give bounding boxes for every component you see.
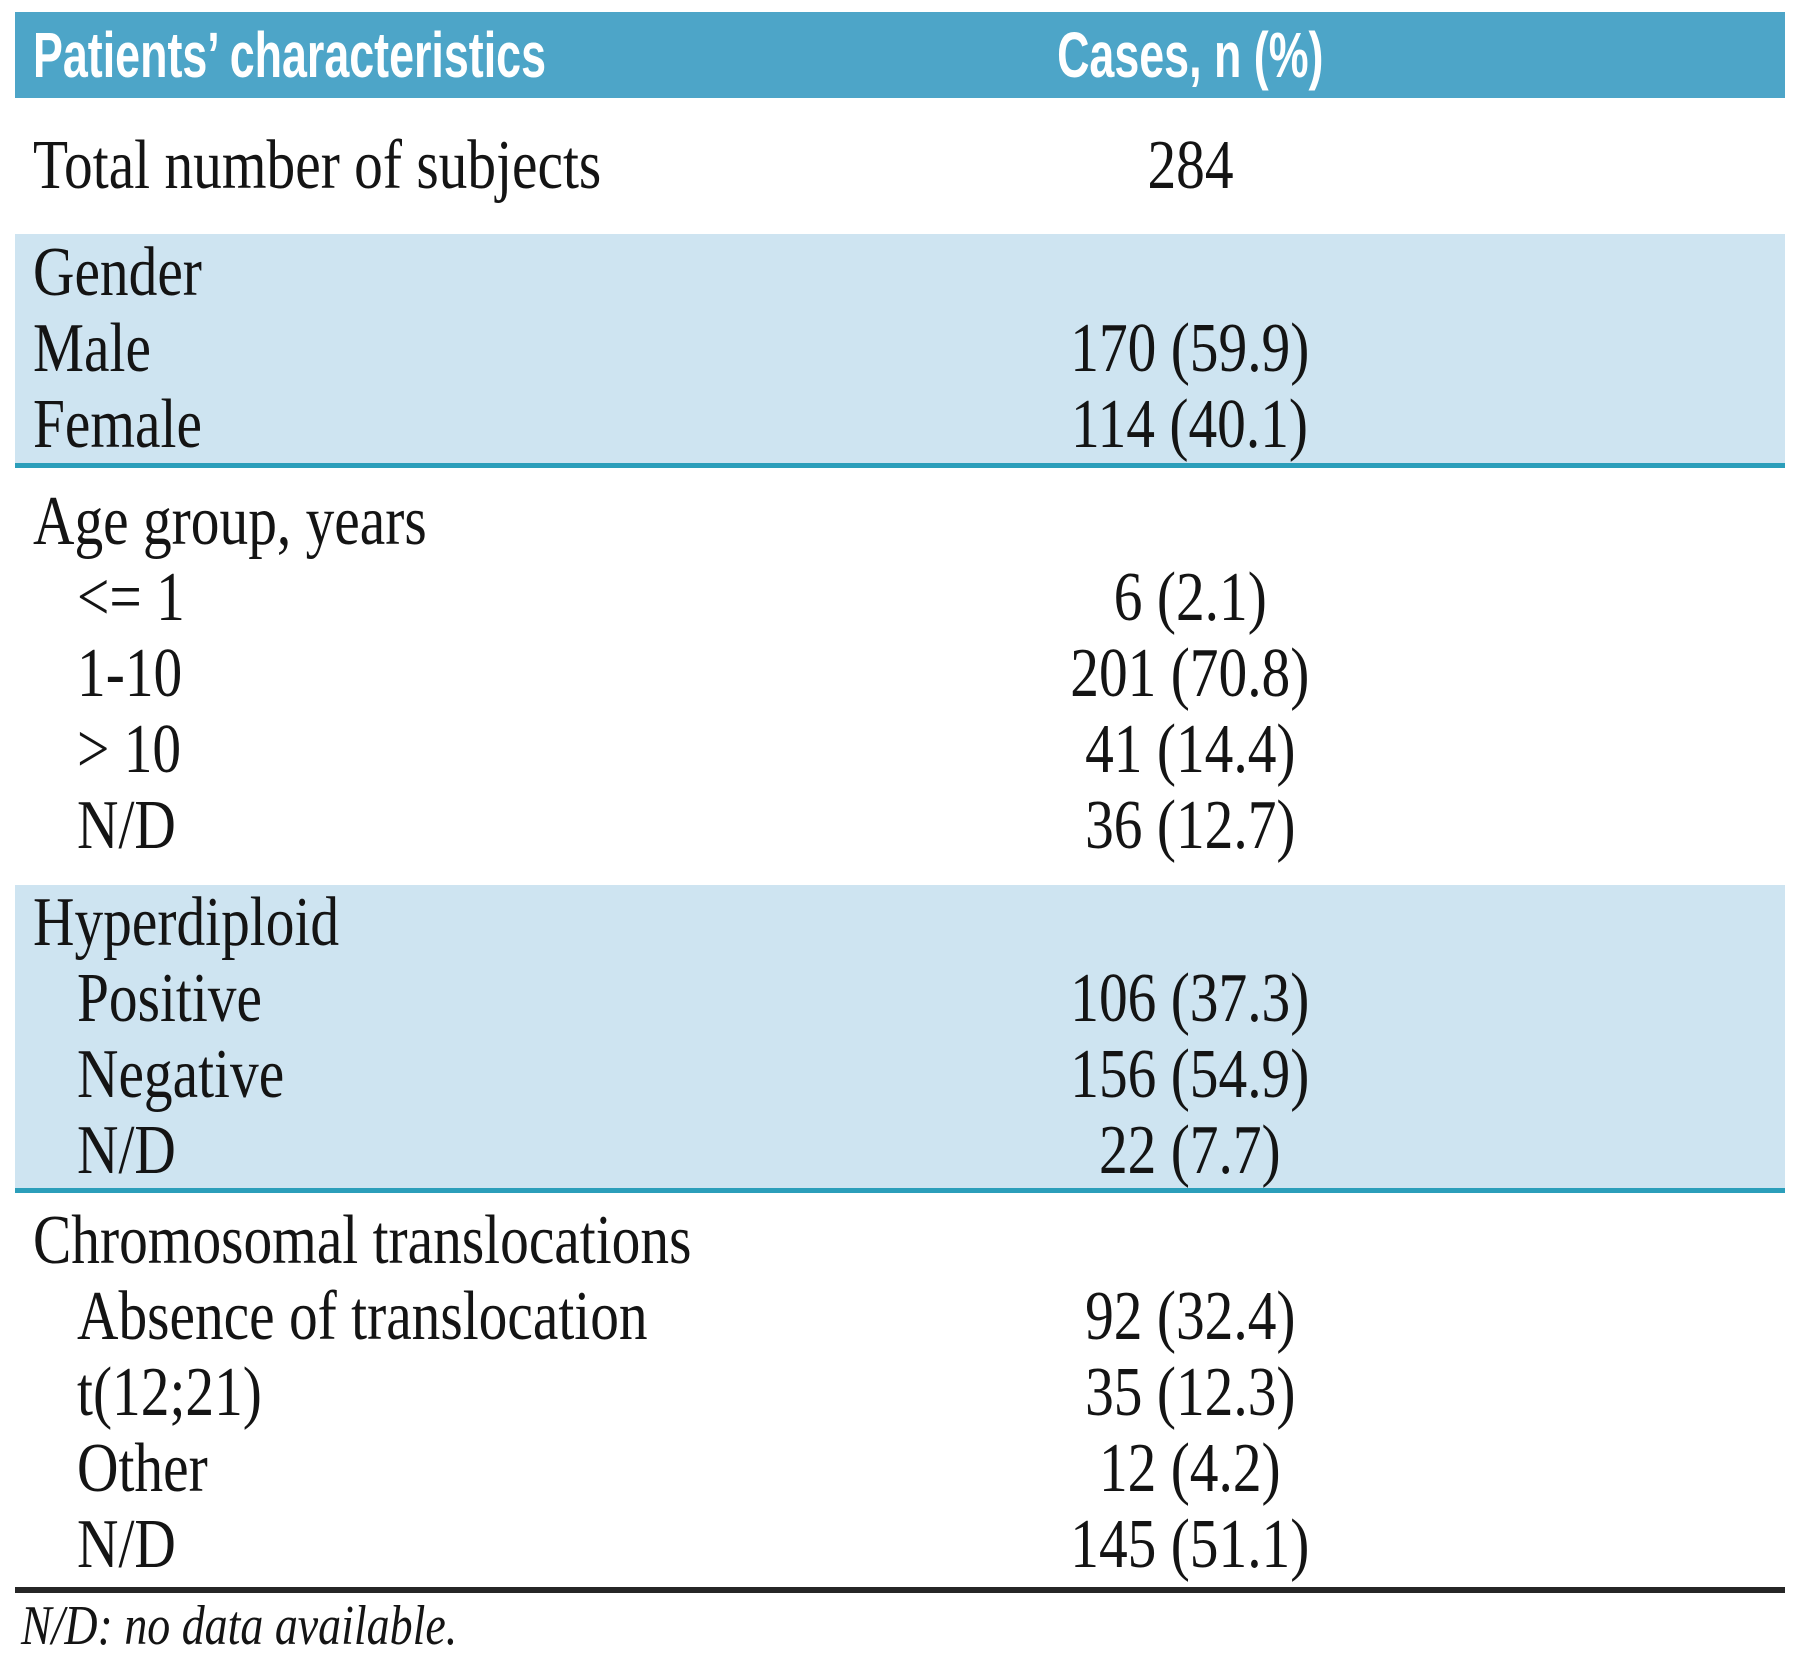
row-value: 170 (59.9) <box>1070 310 1310 387</box>
row-value: 114 (40.1) <box>1071 386 1309 463</box>
row-value: 145 (51.1) <box>1070 1506 1310 1583</box>
row-label: Positive <box>77 960 262 1037</box>
row-value: 6 (2.1) <box>1113 559 1267 636</box>
row-label: N/D <box>77 1112 176 1189</box>
column-header-cases: Cases, n (%) <box>985 18 1395 92</box>
row-label: > 10 <box>77 711 182 788</box>
section-title-row: Age group, years <box>15 483 1785 560</box>
table-row: Absence of translocation 92 (32.4) <box>15 1278 1785 1355</box>
footnote: N/D: no data available. <box>15 1593 1785 1659</box>
row-label: <= 1 <box>77 559 185 636</box>
table-row: N/D 145 (51.1) <box>15 1506 1785 1583</box>
row-label: Absence of translocation <box>77 1278 648 1355</box>
table-row: Male 170 (59.9) <box>15 310 1785 387</box>
section-title: Chromosomal translocations <box>33 1202 692 1279</box>
section-title: Age group, years <box>33 483 427 560</box>
column-header-characteristics-label: Patients’ characteristics <box>33 19 546 91</box>
row-value: 201 (70.8) <box>1070 635 1310 712</box>
footnote-text: N/D: no data available. <box>21 1595 458 1657</box>
section-gender: Gender Male 170 (59.9) Female 114 (40.1) <box>15 234 1785 468</box>
table-row: Other 12 (4.2) <box>15 1430 1785 1507</box>
row-value: 106 (37.3) <box>1070 960 1310 1037</box>
row-label: 1-10 <box>77 635 183 712</box>
row-value: 284 <box>1146 127 1234 204</box>
table-row: N/D 22 (7.7) <box>15 1112 1785 1189</box>
row-label: N/D <box>77 787 176 864</box>
row-value: 41 (14.4) <box>1084 711 1296 788</box>
table-row: Positive 106 (37.3) <box>15 960 1785 1037</box>
table-row: <= 1 6 (2.1) <box>15 559 1785 636</box>
table-row: N/D 36 (12.7) <box>15 787 1785 864</box>
column-header-characteristics: Patients’ characteristics <box>15 18 985 92</box>
row-label: Other <box>77 1430 208 1507</box>
row-value: 92 (32.4) <box>1084 1278 1296 1355</box>
section-title: Gender <box>33 234 202 311</box>
row-value: 36 (12.7) <box>1084 787 1296 864</box>
row-value: 12 (4.2) <box>1099 1430 1281 1507</box>
row-label: Total number of subjects <box>33 127 602 204</box>
table-row: > 10 41 (14.4) <box>15 711 1785 788</box>
row-label: N/D <box>77 1506 176 1583</box>
row-value: 22 (7.7) <box>1099 1112 1281 1189</box>
table-row: Total number of subjects 284 <box>15 98 1785 234</box>
table-row: Negative 156 (54.9) <box>15 1036 1785 1113</box>
section-age-group: Age group, years <= 1 6 (2.1) 1-10 201 (… <box>15 468 1785 885</box>
section-chromosomal-translocations: Chromosomal translocations Absence of tr… <box>15 1193 1785 1587</box>
section-title-row: Chromosomal translocations <box>15 1202 1785 1279</box>
section-hyperdiploid: Hyperdiploid Positive 106 (37.3) Negativ… <box>15 884 1785 1193</box>
table-header: Patients’ characteristics Cases, n (%) <box>15 12 1785 98</box>
section-title: Hyperdiploid <box>33 884 340 961</box>
row-label: Male <box>33 310 151 387</box>
row-label: Negative <box>77 1036 285 1113</box>
table-row: t(12;21) 35 (12.3) <box>15 1354 1785 1431</box>
column-header-cases-label: Cases, n (%) <box>1056 19 1324 91</box>
table-row: Female 114 (40.1) <box>15 386 1785 463</box>
bottom-rule <box>15 1587 1785 1593</box>
section-title-row: Hyperdiploid <box>15 884 1785 961</box>
row-value: 156 (54.9) <box>1070 1036 1310 1113</box>
row-label: t(12;21) <box>77 1354 262 1431</box>
table-row: 1-10 201 (70.8) <box>15 635 1785 712</box>
row-value: 35 (12.3) <box>1084 1354 1296 1431</box>
row-label: Female <box>33 386 202 463</box>
section-title-row: Gender <box>15 234 1785 311</box>
